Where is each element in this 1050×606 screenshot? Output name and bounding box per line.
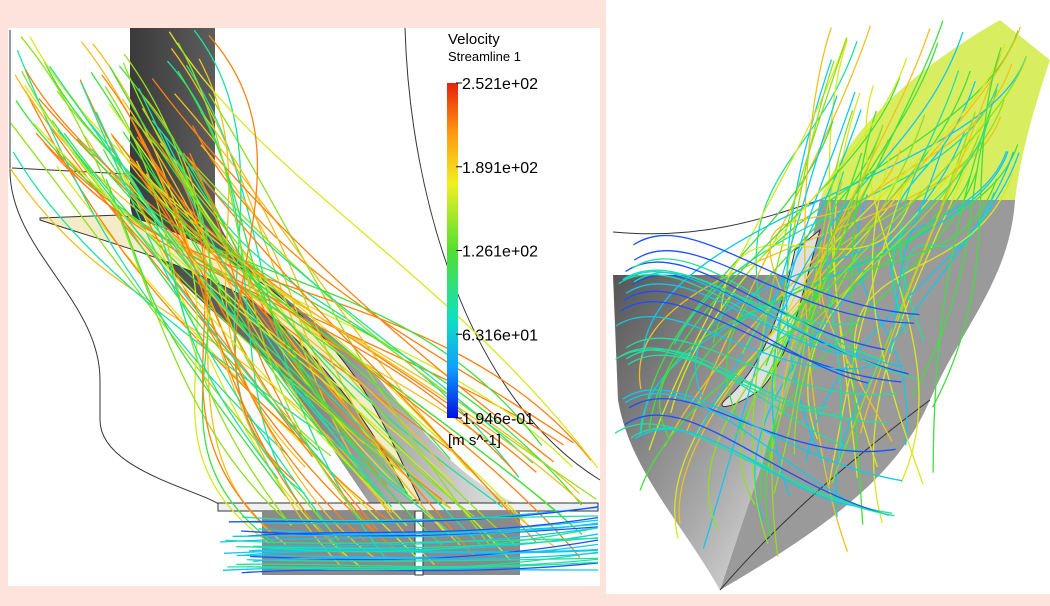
legend-subtitle: Streamline 1	[448, 49, 521, 64]
figure: Velocity Streamline 1 2.521e+02 1.891e+02…	[0, 0, 1050, 606]
colorbar-label: 2.521e+02	[462, 76, 538, 93]
colorbar-label: 1.261e+02	[462, 244, 538, 261]
colorbar-label: 6.316e+01	[462, 327, 538, 344]
legend-unit: [m s^-1]	[448, 432, 501, 449]
colorbar-label: 1.946e-01	[462, 411, 534, 428]
legend-title: Velocity	[448, 31, 500, 48]
cfd-figure: Velocity Streamline 1 2.521e+02 1.891e+02…	[0, 0, 1050, 606]
colorbar-label: 1.891e+02	[462, 160, 538, 177]
